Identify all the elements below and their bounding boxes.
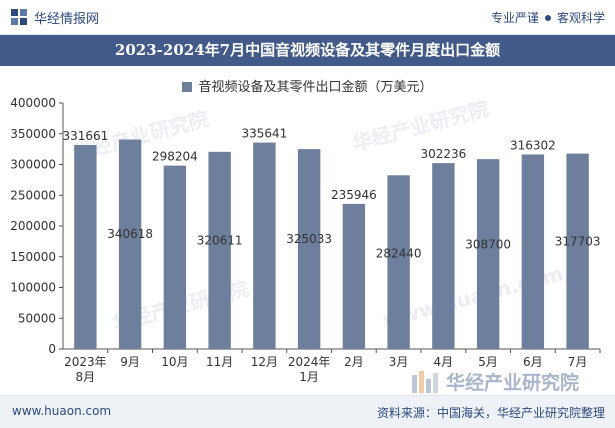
brand-logo-icon <box>11 9 27 25</box>
chart-legend: 音视频设备及其零件出口金额（万美元） <box>0 76 615 95</box>
tagline-dot-icon <box>544 14 551 21</box>
data-label-8: 282440 <box>376 246 422 260</box>
y-tick-label: 350000 <box>10 127 56 141</box>
data-label-5: 335641 <box>241 127 287 141</box>
brand-name: 华经情报网 <box>34 11 100 27</box>
x-tick-label: 3月 <box>389 355 409 369</box>
y-tick-label: 50000 <box>18 311 56 325</box>
x-tick-label: 2月 <box>344 355 364 369</box>
data-label-12: 317703 <box>555 235 601 249</box>
footer-source: 资料来源：中国海关，华经产业研究院整理 <box>376 406 605 420</box>
bar-10 <box>476 159 500 349</box>
y-tick-label: 150000 <box>10 250 56 264</box>
x-tick-label: 12月 <box>251 355 278 369</box>
y-tick-label: 100000 <box>10 281 56 295</box>
x-tick-label: 10月 <box>161 355 188 369</box>
bar-8 <box>387 175 410 349</box>
y-tick-label: 0 <box>48 342 56 356</box>
bar-11 <box>521 154 545 349</box>
chart-title: 2023-2024年7月中国音视频设备及其零件月度出口金额 <box>0 35 615 66</box>
y-tick-label: 200000 <box>10 219 56 233</box>
data-label-4: 320611 <box>197 234 243 248</box>
bar-9 <box>432 163 455 349</box>
bar-7 <box>342 203 366 349</box>
tagline-right: 客观科学 <box>556 11 605 25</box>
x-tick-label: 8月 <box>76 370 96 384</box>
tagline: 专业严谨 客观科学 <box>491 9 605 26</box>
corner-watermark: 华经产业研究院 <box>410 368 579 395</box>
bar-4 <box>208 151 231 349</box>
bar-5 <box>253 142 276 349</box>
x-tick-label: 2023年 <box>64 355 107 369</box>
x-tick-label: 2024年 <box>288 355 331 369</box>
x-tick-label: 9月 <box>120 355 140 369</box>
x-tick-label: 1月 <box>299 370 319 384</box>
x-tick-label: 6月 <box>523 355 543 369</box>
y-tick-label: 300000 <box>10 158 56 172</box>
legend-label: 音视频设备及其零件出口金额（万美元） <box>198 80 433 95</box>
bar-3 <box>163 165 187 349</box>
bar-6 <box>297 149 321 349</box>
x-tick-label: 4月 <box>434 355 454 369</box>
y-tick-label: 250000 <box>10 188 56 202</box>
bar-chart: 0 50000 100000 150000 200000 250000 300000 3500… <box>10 96 601 384</box>
bar-12 <box>566 153 589 349</box>
footer: www.huaon.com 资料来源：中国海关，华经产业研究院整理 <box>0 395 615 428</box>
header-bar: 华经情报网 专业严谨 客观科学 <box>0 0 615 35</box>
bar-1 <box>74 145 97 349</box>
legend-swatch-icon <box>182 82 193 92</box>
data-label-6: 325033 <box>286 232 332 246</box>
data-label-2: 340618 <box>107 227 153 241</box>
tagline-left: 专业严谨 <box>490 11 539 25</box>
y-tick-label: 400000 <box>10 96 56 110</box>
data-label-11: 316302 <box>510 138 556 152</box>
bar-2 <box>118 139 142 349</box>
corner-watermark-text: 华经产业研究院 <box>446 372 580 394</box>
data-label-3: 298204 <box>152 150 198 164</box>
data-label-1: 331661 <box>62 129 108 143</box>
brand[interactable]: 华经情报网 <box>10 7 99 27</box>
footer-url-link[interactable]: www.huaon.com <box>12 404 112 418</box>
data-label-9: 302236 <box>420 147 466 161</box>
x-tick-label: 11月 <box>206 355 233 369</box>
data-label-7: 235946 <box>331 188 377 202</box>
data-label-10: 308700 <box>465 238 511 252</box>
x-tick-label: 5月 <box>478 355 498 369</box>
watermark-logo-icon <box>412 370 438 393</box>
x-tick-label: 7月 <box>568 355 588 369</box>
